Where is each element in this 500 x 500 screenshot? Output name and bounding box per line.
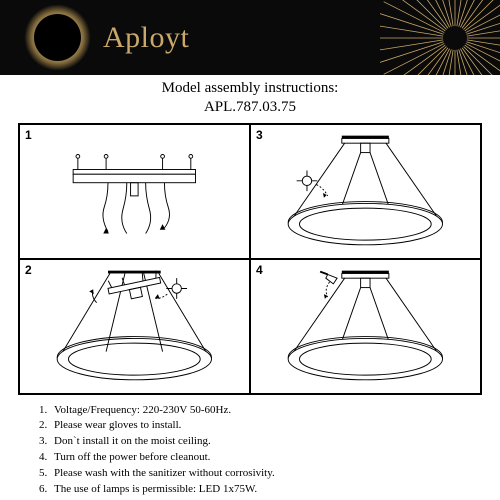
note-item: Turn off the power before cleanout.	[50, 450, 482, 466]
step-cell-3: 3	[250, 124, 481, 259]
brand-header: Aployt	[0, 0, 500, 75]
step-number: 1	[25, 128, 32, 142]
brand-name: Aployt	[103, 21, 189, 55]
page-title: Model assembly instructions: APL.787.03.…	[18, 79, 482, 117]
sunburst-icon	[380, 0, 500, 75]
note-item: The use of lamps is permissible: LED 1x7…	[50, 482, 482, 498]
step-number: 2	[25, 263, 32, 277]
step-cell-4: 4	[250, 259, 481, 394]
eclipse-logo-icon	[30, 10, 85, 65]
notes-list: Voltage/Frequency: 220-230V 50-60Hz. Ple…	[18, 403, 482, 499]
step-number: 3	[256, 128, 263, 142]
content-area: Model assembly instructions: APL.787.03.…	[0, 75, 500, 498]
step2-diagram-icon	[29, 265, 240, 387]
note-item: Voltage/Frequency: 220-230V 50-60Hz.	[50, 403, 482, 419]
title-line-1: Model assembly instructions:	[162, 80, 339, 96]
step-cell-2: 2	[19, 259, 250, 394]
note-item: Please wear gloves to install.	[50, 418, 482, 434]
title-line-2: APL.787.03.75	[204, 99, 296, 115]
assembly-grid: 1 3	[18, 123, 482, 395]
step4-diagram-icon	[260, 265, 471, 387]
step1-diagram-icon	[29, 130, 240, 252]
step3-diagram-icon	[260, 130, 471, 252]
note-item: Please wash with the sanitizer without c…	[50, 466, 482, 482]
note-item: Don`t install it on the moist ceiling.	[50, 434, 482, 450]
step-cell-1: 1	[19, 124, 250, 259]
step-number: 4	[256, 263, 263, 277]
